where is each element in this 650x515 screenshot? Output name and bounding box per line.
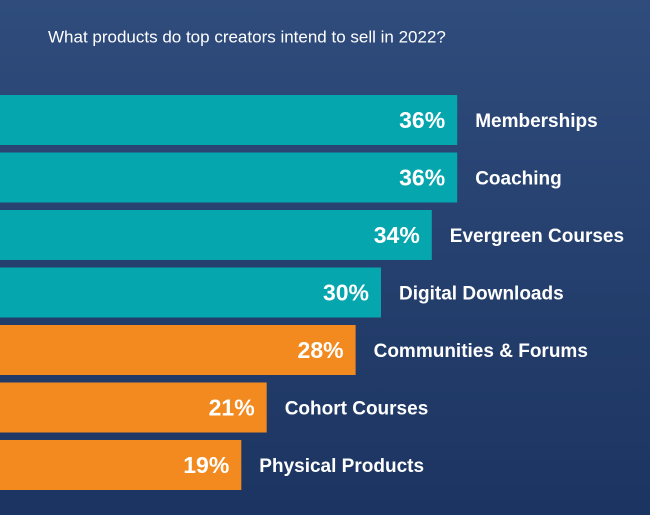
bar [0, 382, 267, 433]
bar [0, 267, 381, 318]
chart-title: What products do top creators intend to … [48, 27, 446, 46]
category-label: Coaching [475, 169, 562, 190]
value-label: 21% [209, 395, 255, 421]
bar [0, 325, 356, 375]
bar [0, 152, 458, 203]
value-label: 36% [399, 107, 445, 133]
category-label: Cohort Courses [285, 399, 429, 420]
bar [0, 95, 458, 145]
value-label: 28% [298, 337, 344, 363]
value-label: 30% [323, 280, 369, 306]
category-label: Evergreen Courses [450, 226, 624, 247]
category-label: Digital Downloads [399, 284, 564, 305]
category-label: Communities & Forums [374, 341, 588, 362]
bar [0, 440, 242, 490]
category-label: Memberships [475, 111, 597, 132]
value-label: 19% [183, 452, 229, 478]
value-label: 36% [399, 165, 445, 191]
category-label: Physical Products [259, 456, 424, 477]
value-label: 34% [374, 222, 420, 248]
bar [0, 210, 432, 260]
